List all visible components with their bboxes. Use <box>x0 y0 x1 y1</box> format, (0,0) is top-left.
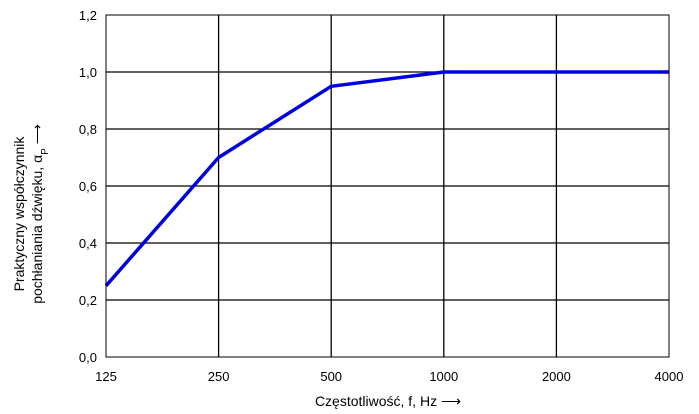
y-tick-labels: 0,0 0,2 0,4 0,6 0,8 1,0 1,2 <box>79 8 97 365</box>
series-layer <box>104 70 669 287</box>
y-tick-label: 0,0 <box>79 350 97 365</box>
grid-layer <box>106 15 669 357</box>
y-axis-label-line2: pochłaniania dźwięku, α <box>29 155 45 304</box>
x-axis-label: Częstotliwość, f, Hz ⟶ <box>315 393 461 409</box>
plot-frame <box>105 14 670 358</box>
x-tick-label: 250 <box>208 369 230 384</box>
y-tick-label: 0,6 <box>79 179 97 194</box>
x-tick-label: 125 <box>95 369 117 384</box>
y-axis-label-subscript: P <box>40 148 51 155</box>
y-tick-label: 0,8 <box>79 122 97 137</box>
y-axis-label-arrow: ⟶ <box>29 124 45 148</box>
x-tick-label: 4000 <box>655 369 684 384</box>
x-tick-label: 500 <box>320 369 342 384</box>
series-line <box>104 70 669 287</box>
y-axis-label-line1: Praktyczny współczynnik <box>11 136 27 292</box>
y-tick-label: 1,0 <box>79 65 97 80</box>
x-tick-label: 1000 <box>429 369 458 384</box>
x-tick-labels: 125 250 500 1000 2000 4000 <box>95 369 683 384</box>
y-axis-label: Praktyczny współczynnik pochłaniania dźwi… <box>11 124 51 304</box>
y-tick-label: 0,2 <box>79 293 97 308</box>
y-tick-label: 0,4 <box>79 236 97 251</box>
x-tick-label: 2000 <box>542 369 571 384</box>
y-tick-label: 1,2 <box>79 8 97 23</box>
